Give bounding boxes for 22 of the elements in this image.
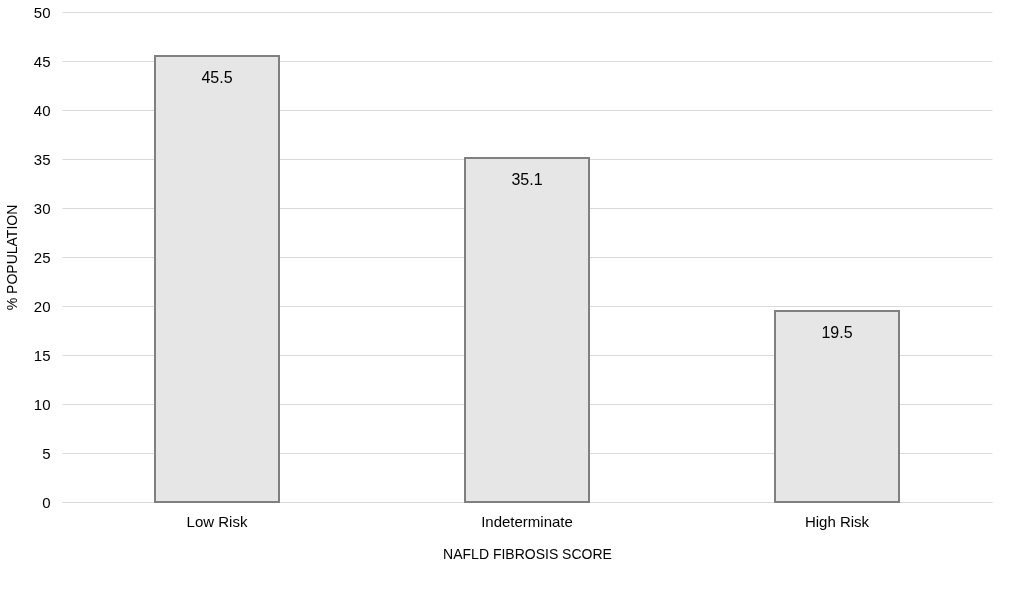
y-tick-label: 0 xyxy=(42,493,51,511)
bar xyxy=(774,309,900,503)
x-axis-title: NAFLD FIBROSIS SCORE xyxy=(443,545,612,562)
y-axis-title: % POPULATION xyxy=(3,204,20,311)
y-tick-label: 45 xyxy=(33,52,51,70)
y-tick-label: 5 xyxy=(42,444,51,462)
y-tick-label: 35 xyxy=(33,150,51,168)
y-tick-label: 40 xyxy=(33,101,51,119)
x-tick-label: Indeterminate xyxy=(481,512,573,530)
data-label: 19.5 xyxy=(821,323,853,341)
y-tick-label: 15 xyxy=(33,346,51,364)
bar xyxy=(464,157,590,503)
x-tick-label: Low Risk xyxy=(186,512,248,530)
y-tick-label: 30 xyxy=(33,199,51,217)
data-label: 45.5 xyxy=(201,69,233,87)
y-tick-label: 20 xyxy=(33,297,51,315)
bar xyxy=(154,55,280,503)
y-tick-label: 10 xyxy=(33,395,51,413)
data-label: 35.1 xyxy=(511,171,543,189)
x-tick-label: High Risk xyxy=(804,512,870,530)
y-tick-label: 25 xyxy=(33,248,51,266)
y-tick-label: 50 xyxy=(33,3,51,21)
